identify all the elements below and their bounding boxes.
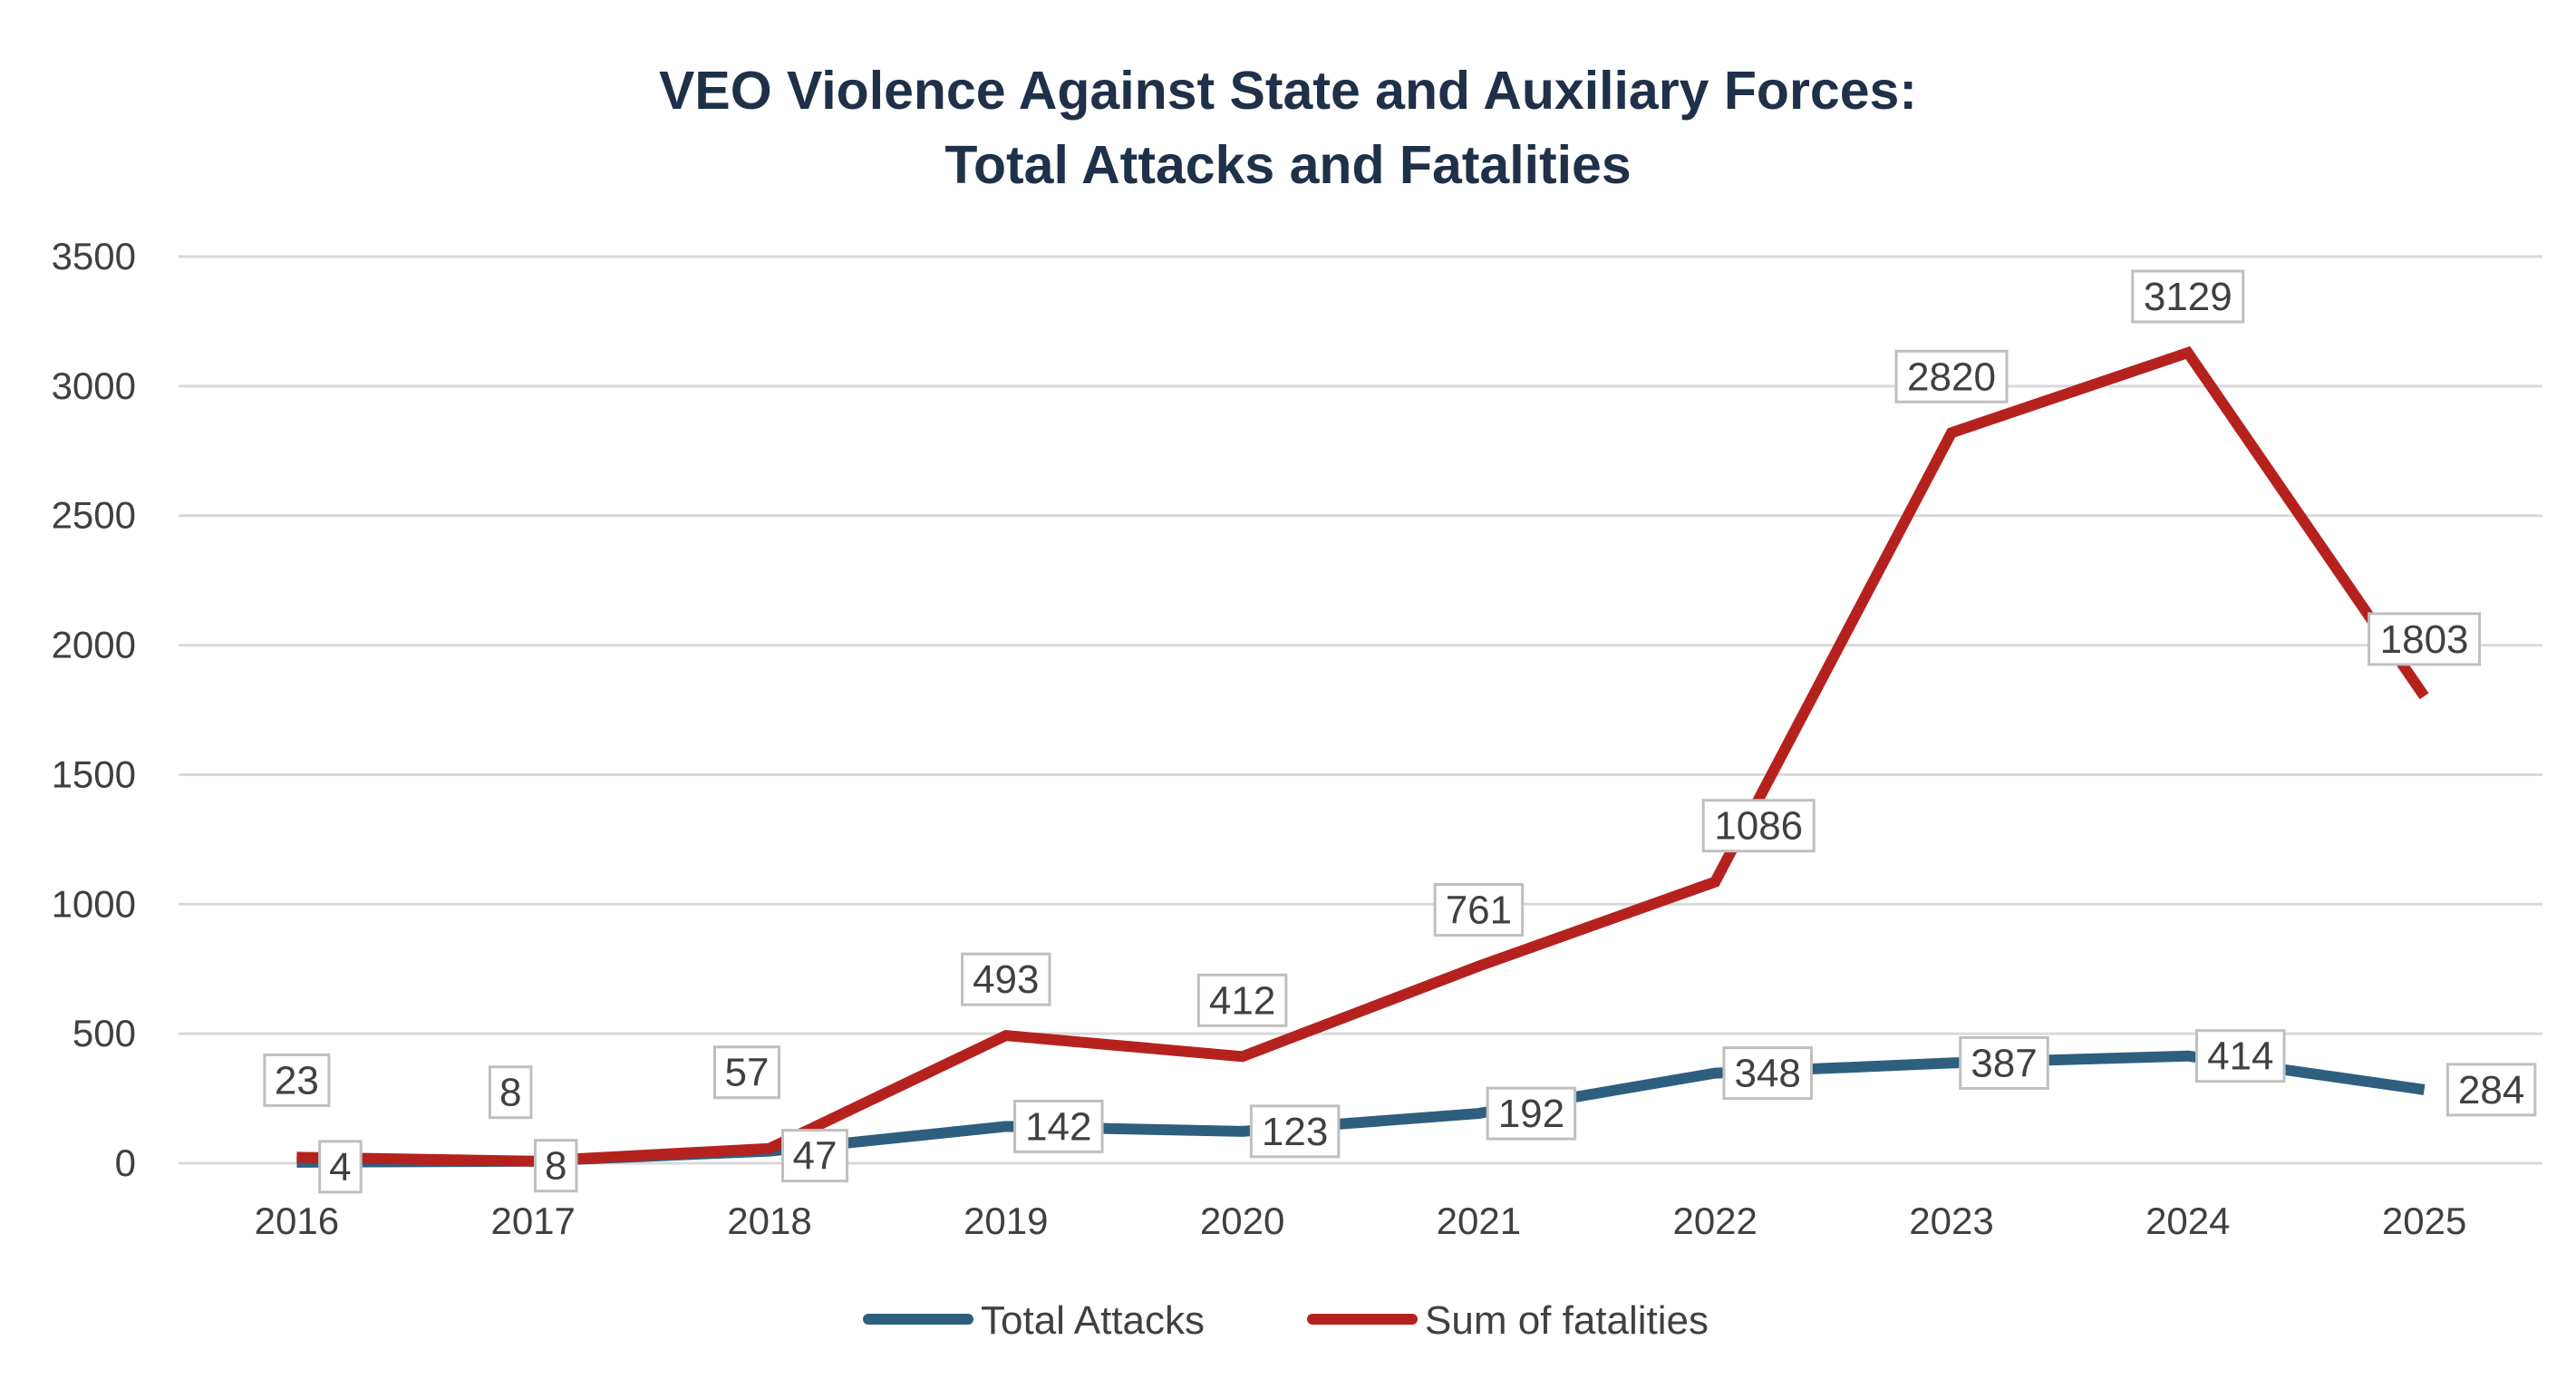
data-label-fatalities: 2820 bbox=[1894, 349, 2009, 403]
x-tick-label: 2017 bbox=[490, 1200, 575, 1242]
data-label-fatalities-text: 23 bbox=[275, 1058, 319, 1102]
data-label-attacks-box bbox=[1486, 1086, 1577, 1141]
data-label-attacks-text: 192 bbox=[1498, 1092, 1564, 1136]
data-label-fatalities-box bbox=[263, 1053, 331, 1107]
data-label-attacks-box bbox=[318, 1140, 363, 1194]
data-label-fatalities-box bbox=[1701, 799, 1816, 853]
data-label-fatalities-text: 761 bbox=[1446, 889, 1512, 933]
x-axis: 2016 2017 2018 2019 2020 2021 2022 2023 2024 2025 bbox=[255, 1200, 2467, 1242]
data-label-fatalities-box bbox=[1433, 883, 1525, 937]
data-label-fatalities-box bbox=[488, 1065, 533, 1120]
data-label-fatalities-text: 3129 bbox=[2144, 275, 2232, 319]
x-tick-label: 2024 bbox=[2145, 1200, 2230, 1242]
data-label-attacks-box bbox=[533, 1139, 578, 1193]
x-tick-label: 2021 bbox=[1437, 1200, 1521, 1242]
x-tick-label: 2019 bbox=[964, 1200, 1048, 1242]
y-axis: 0 500 1000 1500 2000 2500 3000 3500 bbox=[52, 235, 136, 1184]
series-lines bbox=[296, 345, 2429, 1168]
chart-title-line-2: Total Attacks and Fatalities bbox=[944, 135, 1632, 195]
data-label-fatalities-text: 412 bbox=[1209, 978, 1275, 1023]
data-label-fatalities-box bbox=[2368, 612, 2482, 666]
data-label-attacks-text: 123 bbox=[1262, 1110, 1328, 1154]
data-label-attacks-text: 47 bbox=[793, 1134, 838, 1179]
data-label-fatalities: 1803 bbox=[2368, 612, 2482, 666]
x-tick-label: 2018 bbox=[727, 1200, 811, 1242]
gridlines bbox=[179, 255, 2542, 1165]
data-label-attacks-box bbox=[1249, 1104, 1341, 1159]
data-label-attacks: 8 bbox=[533, 1139, 578, 1193]
y-tick-label: 3500 bbox=[52, 235, 136, 277]
y-tick-label: 1500 bbox=[52, 753, 136, 795]
x-tick-label: 2022 bbox=[1672, 1200, 1757, 1242]
data-label-fatalities-box bbox=[713, 1045, 780, 1100]
data-label-attacks-box bbox=[1013, 1099, 1104, 1153]
data-label-fatalities: 57 bbox=[713, 1045, 780, 1100]
y-tick-label: 500 bbox=[73, 1012, 136, 1054]
x-tick-label: 2023 bbox=[1909, 1200, 1993, 1242]
data-label-attacks-text: 8 bbox=[545, 1144, 567, 1189]
data-label-fatalities-text: 57 bbox=[725, 1051, 770, 1095]
legend: Total Attacks Sum of fatalities bbox=[863, 1298, 1709, 1343]
data-label-fatalities-box bbox=[1196, 973, 1288, 1027]
data-label-fatalities: 23 bbox=[263, 1053, 331, 1107]
data-label-fatalities-text: 2820 bbox=[1907, 355, 1996, 399]
data-label-fatalities-text: 493 bbox=[973, 957, 1039, 1002]
data-label-attacks-box bbox=[1722, 1046, 1813, 1101]
data-label-fatalities-box bbox=[1894, 349, 2009, 403]
data-label-fatalities: 412 bbox=[1196, 973, 1288, 1027]
x-tick-label: 2025 bbox=[2382, 1200, 2466, 1242]
data-label-attacks-text: 387 bbox=[1971, 1041, 2037, 1085]
y-tick-label: 2000 bbox=[52, 624, 136, 666]
data-label-attacks: 192 bbox=[1486, 1086, 1577, 1141]
y-tick-label: 2500 bbox=[52, 494, 136, 537]
data-label-fatalities-text: 8 bbox=[499, 1071, 521, 1115]
data-label-attacks: 142 bbox=[1013, 1099, 1104, 1153]
data-label-fatalities: 1086 bbox=[1701, 799, 1816, 853]
series-line-total-attacks bbox=[296, 1050, 2426, 1168]
data-label-attacks-text: 284 bbox=[2458, 1068, 2524, 1112]
data-label-attacks-text: 348 bbox=[1734, 1052, 1800, 1096]
data-label-attacks-box bbox=[781, 1129, 848, 1183]
data-label-attacks-text: 142 bbox=[1025, 1104, 1091, 1149]
data-labels: 4 8 47 142 123 192 348 387 414 284 23 8 57 493 412 761 1… bbox=[263, 269, 2537, 1194]
data-label-attacks-box bbox=[1959, 1035, 2049, 1090]
legend-item-total-attacks: Total Attacks bbox=[863, 1298, 1205, 1343]
data-label-fatalities: 493 bbox=[961, 952, 1051, 1006]
series-line-fatalities bbox=[296, 345, 2429, 1167]
data-label-fatalities-text: 1803 bbox=[2380, 617, 2469, 662]
data-label-fatalities: 761 bbox=[1433, 883, 1525, 937]
legend-item-fatalities: Sum of fatalities bbox=[1307, 1298, 1709, 1343]
data-label-fatalities-box bbox=[961, 952, 1051, 1006]
data-label-attacks-box bbox=[2195, 1029, 2286, 1083]
data-label-attacks: 47 bbox=[781, 1129, 848, 1183]
data-label-attacks: 387 bbox=[1959, 1035, 2049, 1090]
data-label-fatalities: 8 bbox=[488, 1065, 533, 1120]
data-label-fatalities-box bbox=[2131, 269, 2245, 324]
data-label-attacks-box bbox=[2445, 1063, 2537, 1117]
y-tick-label: 1000 bbox=[52, 882, 136, 925]
legend-label: Total Attacks bbox=[981, 1298, 1205, 1343]
data-label-fatalities-text: 1086 bbox=[1714, 804, 1803, 849]
data-label-fatalities: 3129 bbox=[2131, 269, 2245, 324]
data-label-attacks: 284 bbox=[2445, 1063, 2537, 1117]
x-tick-label: 2016 bbox=[255, 1200, 339, 1242]
x-tick-label: 2020 bbox=[1200, 1200, 1284, 1242]
data-label-attacks-text: 4 bbox=[329, 1145, 351, 1190]
legend-label: Sum of fatalities bbox=[1425, 1298, 1709, 1343]
data-label-attacks: 414 bbox=[2195, 1029, 2286, 1083]
data-label-attacks-text: 414 bbox=[2207, 1034, 2273, 1079]
y-tick-label: 3000 bbox=[52, 364, 136, 407]
chart-title-line-1: VEO Violence Against State and Auxiliary… bbox=[658, 61, 1918, 121]
data-label-attacks: 4 bbox=[318, 1140, 363, 1194]
y-tick-label: 0 bbox=[115, 1141, 136, 1184]
data-label-attacks: 348 bbox=[1722, 1046, 1813, 1101]
data-label-attacks: 123 bbox=[1249, 1104, 1341, 1159]
